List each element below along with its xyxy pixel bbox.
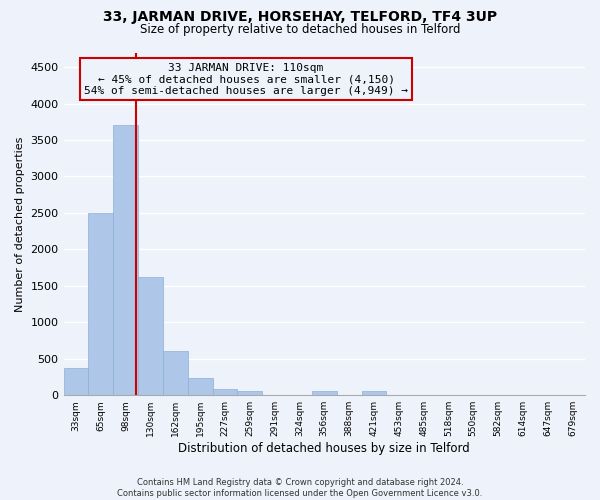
Text: 33 JARMAN DRIVE: 110sqm
← 45% of detached houses are smaller (4,150)
54% of semi: 33 JARMAN DRIVE: 110sqm ← 45% of detache… [84,63,408,96]
Bar [64,368,88,395]
Bar [212,388,238,395]
Bar [362,391,386,395]
Bar [188,378,212,395]
Bar [113,126,138,395]
Bar [138,277,163,395]
Text: Size of property relative to detached houses in Telford: Size of property relative to detached ho… [140,22,460,36]
Text: Contains HM Land Registry data © Crown copyright and database right 2024.
Contai: Contains HM Land Registry data © Crown c… [118,478,482,498]
Text: 33, JARMAN DRIVE, HORSEHAY, TELFORD, TF4 3UP: 33, JARMAN DRIVE, HORSEHAY, TELFORD, TF4… [103,10,497,24]
Bar [163,352,188,395]
Bar [238,391,262,395]
X-axis label: Distribution of detached houses by size in Telford: Distribution of detached houses by size … [178,442,470,455]
Bar [88,213,113,395]
Y-axis label: Number of detached properties: Number of detached properties [15,136,25,312]
Bar [312,391,337,395]
